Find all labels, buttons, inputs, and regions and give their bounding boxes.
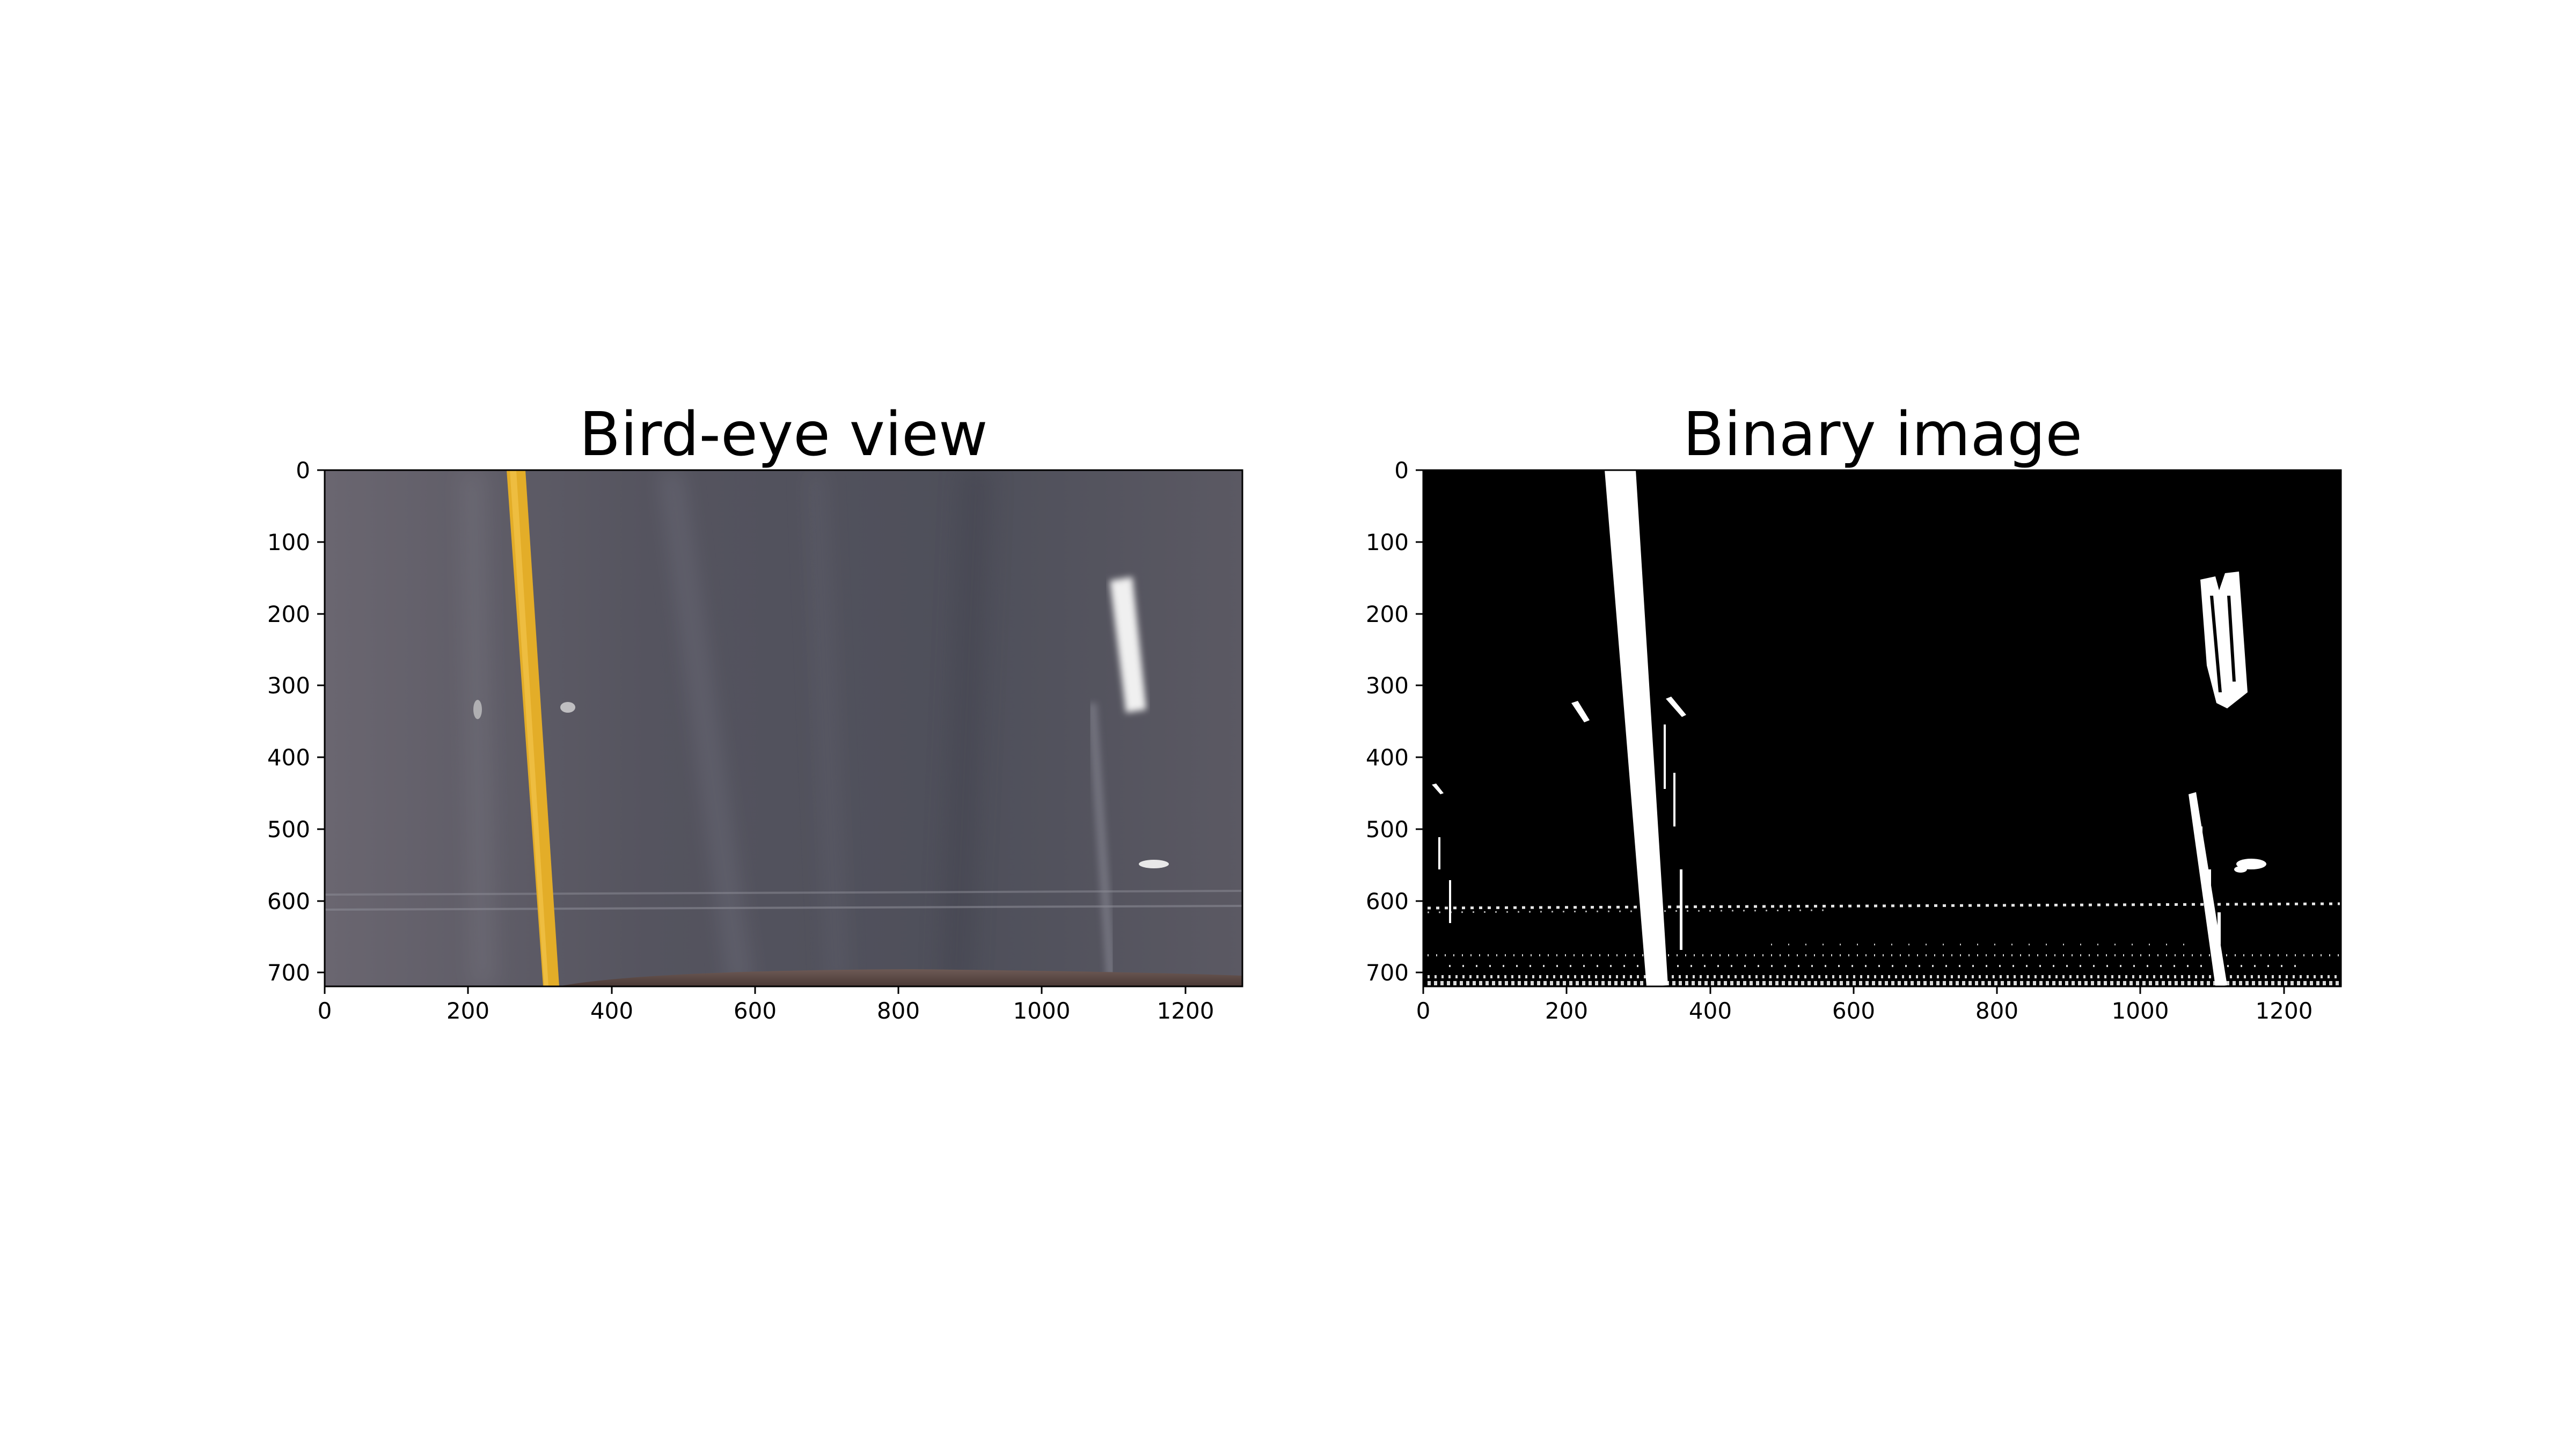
road-seam [325,905,1242,911]
road-streaks [459,470,993,986]
y-tick-label: 600 [267,888,310,914]
road-spot [1139,860,1169,868]
bird-eye-panel: Bird-eye view [267,400,1243,1024]
x-tick-label: 1000 [2112,998,2169,1024]
x-tick-label: 1200 [1157,998,1214,1024]
road-seam [325,890,1242,896]
x-tick-label: 800 [1975,998,2018,1024]
y-tick-label: 0 [296,457,310,484]
x-axis: 0 200 400 600 800 1000 1200 [318,986,1214,1024]
axes-frame [324,469,1243,987]
panel-title: Bird-eye view [579,400,987,470]
binary-background [1423,470,2341,986]
y-tick-label: 500 [1366,816,1409,843]
x-tick-label: 0 [1416,998,1431,1024]
lane-trail [1087,702,1116,977]
panel-title: Binary image [1683,400,2082,470]
y-tick-label: 300 [267,672,310,699]
x-tick-label: 600 [1832,998,1875,1024]
x-tick-label: 800 [877,998,920,1024]
y-axis: 0 100 200 300 400 500 600 700 [1366,457,1423,986]
y-tick-label: 500 [267,816,310,843]
white-lane-dash [1110,577,1146,713]
y-tick-label: 200 [267,601,310,627]
road-spot [473,700,482,719]
x-tick-label: 0 [318,998,332,1024]
binary-bottom-noise [1428,943,2340,985]
x-tick-label: 1000 [1013,998,1071,1024]
binary-image [1423,470,2341,986]
x-tick-label: 600 [734,998,777,1024]
y-tick-label: 200 [1366,601,1409,627]
x-tick-label: 200 [447,998,489,1024]
road-spot [560,702,575,713]
x-tick-label: 400 [590,998,633,1024]
y-tick-label: 0 [1394,457,1409,484]
axes-frame [1422,469,2342,987]
x-tick-label: 400 [1689,998,1732,1024]
y-tick-label: 300 [1366,672,1409,699]
binary-left-lane [1605,470,1668,986]
y-axis: 0 100 200 300 400 500 600 700 [267,457,325,986]
binary-panel: Binary image [1366,400,2342,1024]
x-tick-label: 1200 [2256,998,2313,1024]
y-tick-label: 400 [1366,744,1409,771]
x-axis: 0 200 400 600 800 1000 1200 [1416,986,2313,1024]
y-tick-label: 600 [1366,888,1409,914]
bird-eye-image [325,470,1242,986]
x-tick-label: 200 [1545,998,1588,1024]
y-tick-label: 400 [267,744,310,771]
y-tick-label: 700 [1366,960,1409,986]
binary-noise [1432,697,2266,950]
y-tick-label: 100 [1366,529,1409,555]
binary-seam [1427,902,2340,910]
y-tick-label: 100 [267,529,310,555]
car-hood [558,969,1242,986]
y-tick-label: 700 [267,960,310,986]
